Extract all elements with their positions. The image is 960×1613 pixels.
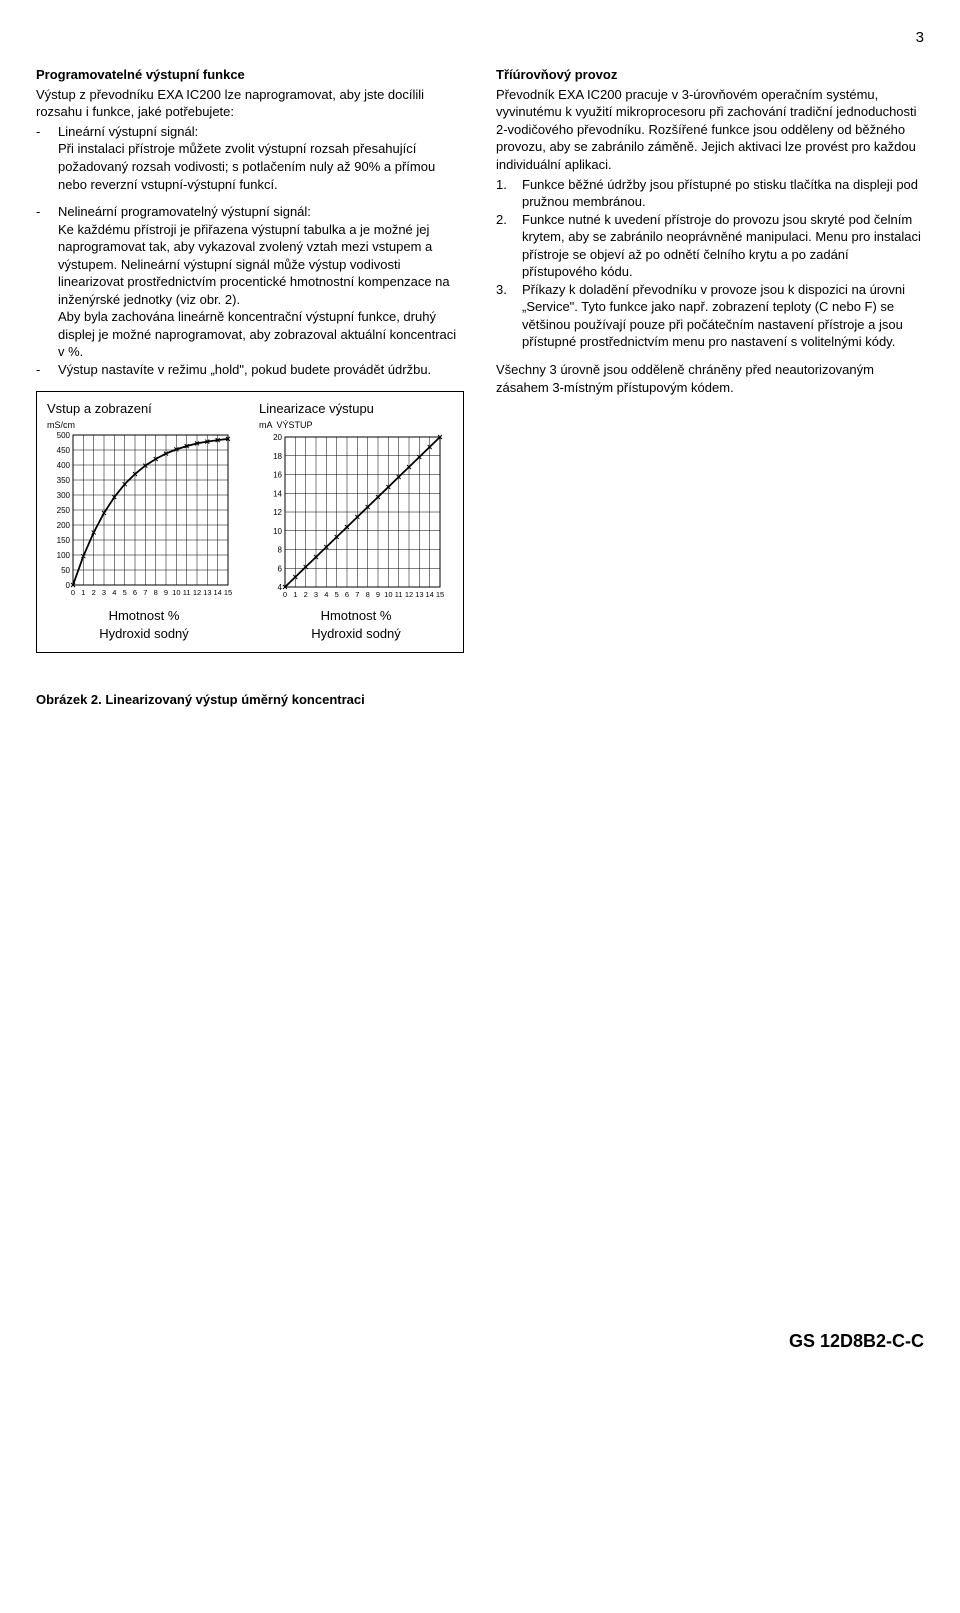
svg-text:3: 3	[102, 588, 106, 597]
chart-left: Vstup a zobrazení mS/cm 0501001502002503…	[47, 400, 241, 602]
svg-text:4: 4	[112, 588, 116, 597]
right-column: Tříúrovňový provoz Převodník EXA IC200 p…	[496, 66, 924, 398]
svg-text:10: 10	[172, 588, 180, 597]
chart-right-yunit: mA VÝSTUP	[259, 419, 453, 431]
svg-text:18: 18	[273, 452, 282, 461]
svg-text:350: 350	[57, 476, 71, 485]
svg-text:50: 50	[61, 566, 70, 575]
bullet-text: Výstup nastavíte v režimu „hold", pokud …	[58, 361, 464, 379]
bullet-item: - Výstup nastavíte v režimu „hold", poku…	[36, 361, 464, 379]
svg-text:250: 250	[57, 506, 71, 515]
svg-text:150: 150	[57, 536, 71, 545]
svg-text:5: 5	[123, 588, 127, 597]
page-number: 3	[36, 28, 924, 48]
chart-right-svg: 4681012141618200123456789101112131415	[259, 433, 444, 603]
right-heading: Tříúrovňový provoz	[496, 66, 924, 84]
svg-text:8: 8	[154, 588, 158, 597]
svg-text:6: 6	[345, 590, 349, 599]
svg-text:3: 3	[314, 590, 318, 599]
svg-text:16: 16	[273, 471, 282, 480]
svg-text:7: 7	[143, 588, 147, 597]
num-item: 1. Funkce běžné údržby jsou přístupné po…	[496, 176, 924, 211]
num-text: Příkazy k doladění převodníku v provoze …	[522, 281, 924, 351]
svg-text:0: 0	[283, 590, 287, 599]
num-label: 3.	[496, 281, 522, 351]
bullet-item: - Nelineární programovatelný výstupní si…	[36, 203, 464, 361]
svg-text:12: 12	[193, 588, 201, 597]
svg-text:13: 13	[203, 588, 211, 597]
svg-text:15: 15	[224, 588, 232, 597]
chart-box: Vstup a zobrazení mS/cm 0501001502002503…	[36, 391, 464, 654]
svg-text:1: 1	[81, 588, 85, 597]
dash-icon: -	[36, 361, 58, 379]
svg-text:12: 12	[273, 508, 282, 517]
chart-left-yunit: mS/cm	[47, 419, 241, 431]
right-intro: Převodník EXA IC200 pracuje v 3-úrovňové…	[496, 86, 924, 174]
chart-right-title: Linearizace výstupu	[259, 400, 453, 418]
svg-text:9: 9	[164, 588, 168, 597]
main-columns: Programovatelné výstupní funkce Výstup z…	[36, 66, 924, 653]
svg-text:4: 4	[324, 590, 328, 599]
svg-text:6: 6	[133, 588, 137, 597]
svg-text:5: 5	[335, 590, 339, 599]
dash-icon: -	[36, 123, 58, 193]
num-label: 1.	[496, 176, 522, 211]
svg-text:11: 11	[183, 588, 191, 597]
left-column: Programovatelné výstupní funkce Výstup z…	[36, 66, 464, 653]
svg-text:14: 14	[273, 489, 282, 498]
bullet-text: Lineární výstupní signál: Při instalaci …	[58, 123, 464, 193]
figure-caption: Obrázek 2. Linearizovaný výstup úměrný k…	[36, 691, 924, 709]
svg-text:20: 20	[273, 433, 282, 442]
svg-text:10: 10	[273, 527, 282, 536]
svg-text:12: 12	[405, 590, 413, 599]
svg-text:400: 400	[57, 461, 71, 470]
footer-code: GS 12D8B2-C-C	[36, 1329, 924, 1353]
num-label: 2.	[496, 211, 522, 281]
chart-left-title: Vstup a zobrazení	[47, 400, 241, 418]
svg-text:0: 0	[66, 581, 71, 590]
svg-text:10: 10	[384, 590, 392, 599]
chart-right: Linearizace výstupu mA VÝSTUP 4681012141…	[259, 400, 453, 604]
svg-text:100: 100	[57, 551, 71, 560]
svg-text:8: 8	[278, 546, 283, 555]
right-closing: Všechny 3 úrovně jsou odděleně chráněny …	[496, 361, 924, 396]
chart-left-caption: Hmotnost % Hydroxid sodný	[47, 607, 241, 642]
svg-text:14: 14	[213, 588, 221, 597]
dash-icon: -	[36, 203, 58, 361]
svg-text:11: 11	[395, 590, 403, 599]
chart-left-svg: 0501001502002503003504004505000123456789…	[47, 431, 232, 601]
num-item: 3. Příkazy k doladění převodníku v provo…	[496, 281, 924, 351]
svg-text:2: 2	[304, 590, 308, 599]
svg-text:200: 200	[57, 521, 71, 530]
svg-text:300: 300	[57, 491, 71, 500]
svg-text:0: 0	[71, 588, 75, 597]
svg-text:8: 8	[366, 590, 370, 599]
svg-text:7: 7	[355, 590, 359, 599]
svg-text:4: 4	[278, 583, 283, 592]
left-heading: Programovatelné výstupní funkce	[36, 66, 464, 84]
svg-text:2: 2	[92, 588, 96, 597]
chart-right-caption: Hmotnost % Hydroxid sodný	[259, 607, 453, 642]
svg-text:500: 500	[57, 431, 71, 440]
svg-text:14: 14	[425, 590, 433, 599]
svg-text:450: 450	[57, 446, 71, 455]
bullet-text: Nelineární programovatelný výstupní sign…	[58, 203, 464, 361]
bullet-item: - Lineární výstupní signál: Při instalac…	[36, 123, 464, 193]
svg-text:9: 9	[376, 590, 380, 599]
svg-text:13: 13	[415, 590, 423, 599]
svg-text:1: 1	[293, 590, 297, 599]
num-item: 2. Funkce nutné k uvedení přístroje do p…	[496, 211, 924, 281]
svg-text:6: 6	[278, 564, 283, 573]
svg-text:15: 15	[436, 590, 444, 599]
num-text: Funkce běžné údržby jsou přístupné po st…	[522, 176, 924, 211]
num-text: Funkce nutné k uvedení přístroje do prov…	[522, 211, 924, 281]
left-intro: Výstup z převodníku EXA IC200 lze naprog…	[36, 86, 464, 121]
